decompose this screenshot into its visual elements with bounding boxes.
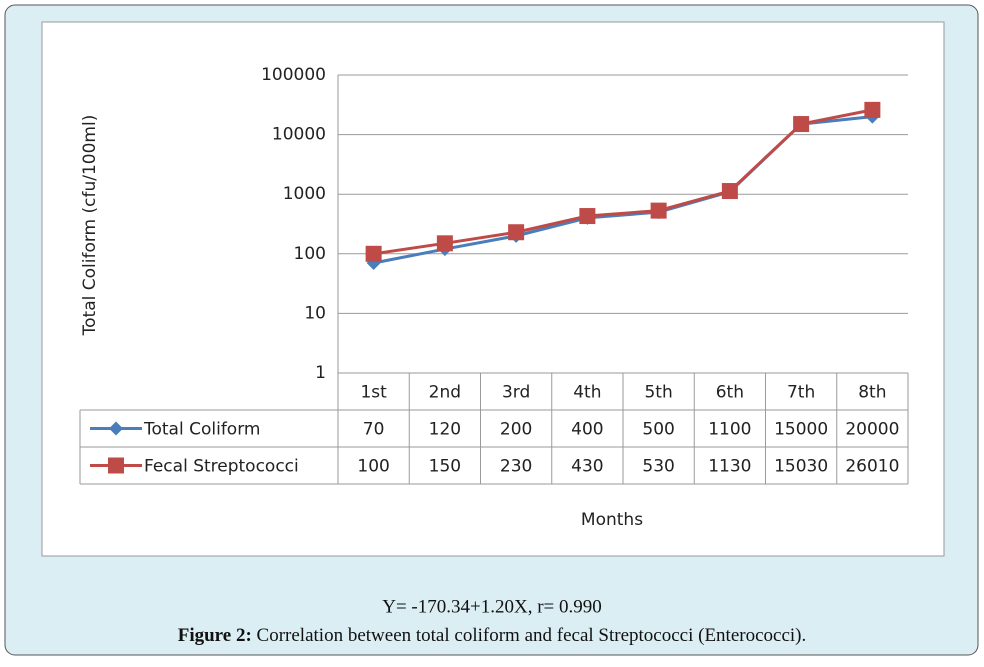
table-value: 100 <box>357 457 389 477</box>
table-value: 500 <box>642 420 674 440</box>
table-value: 1100 <box>708 420 751 440</box>
marker <box>793 116 810 133</box>
legend-label: Fecal Streptococci <box>144 457 299 477</box>
marker <box>864 101 881 118</box>
table-value: 150 <box>429 457 461 477</box>
x-tick-label: 2nd <box>429 383 461 403</box>
x-tick-label: 3rd <box>502 383 530 403</box>
line <box>373 108 873 256</box>
table-value: 15030 <box>774 457 828 477</box>
marker <box>109 421 123 436</box>
annotation: Y= -170.34+1.20X, r= 0.990 <box>382 596 602 617</box>
table-value: 15000 <box>774 420 828 440</box>
x-axis-label: Months <box>581 510 643 530</box>
caption-text: Correlation between total coliform and f… <box>257 625 807 646</box>
table-value: 400 <box>571 420 603 440</box>
table-value: 120 <box>429 420 461 440</box>
marker <box>365 245 382 262</box>
x-tick-label: 5th <box>644 383 672 403</box>
marker <box>436 235 453 252</box>
chart-frame <box>41 21 945 557</box>
table-value: 430 <box>571 457 603 477</box>
caption-label: Figure 2: <box>178 625 252 646</box>
x-tick-label: 1st <box>360 383 387 403</box>
caption: Figure 2: Correlation between total coli… <box>178 625 807 646</box>
table-value: 26010 <box>845 457 899 477</box>
x-tick-label: 4th <box>573 383 601 403</box>
table-value: 1130 <box>708 457 751 477</box>
table-value: 70 <box>363 420 385 440</box>
y-tick-label: 100000 <box>261 65 326 85</box>
marker <box>721 183 738 200</box>
y-tick-label: 10000 <box>272 125 326 145</box>
y-axis-label: Total Coliform (cfu/100ml) <box>80 115 100 337</box>
marker <box>508 224 525 241</box>
marker <box>650 202 667 219</box>
x-tick-label: 8th <box>858 383 886 403</box>
table-value: 230 <box>500 457 532 477</box>
marker <box>579 208 596 225</box>
y-tick-label: 1000 <box>283 184 326 204</box>
y-tick-label: 100 <box>294 244 326 264</box>
table-value: 20000 <box>845 420 899 440</box>
y-tick-label: 1 <box>315 363 326 383</box>
y-tick-label: 10 <box>304 303 326 323</box>
x-tick-label: 7th <box>787 383 815 403</box>
legend-label: Total Coliform <box>143 420 260 440</box>
table-value: 530 <box>642 457 674 477</box>
table-value: 200 <box>500 420 532 440</box>
marker <box>108 457 124 474</box>
x-tick-label: 6th <box>716 383 744 403</box>
